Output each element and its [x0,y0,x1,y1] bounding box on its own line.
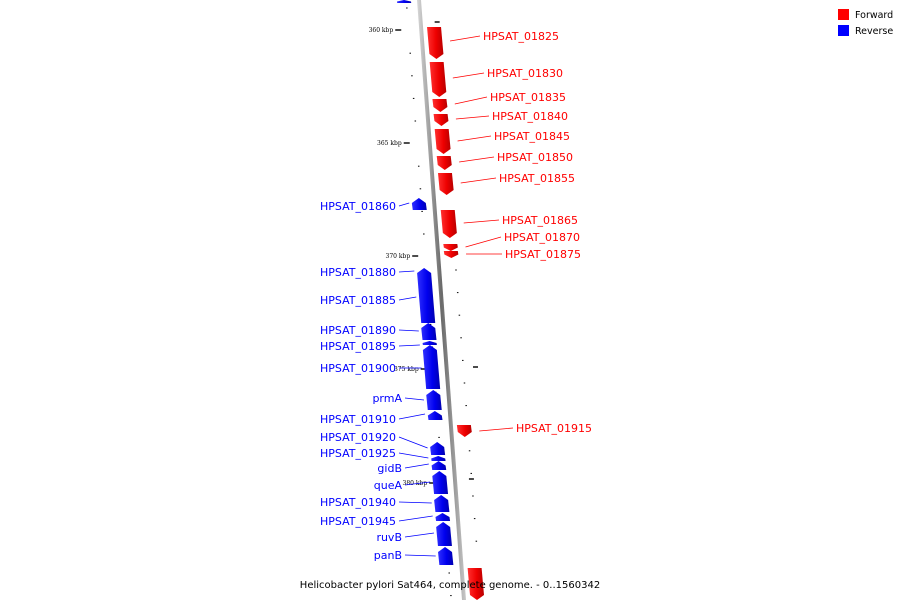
reverse-gene-leader [404,463,429,469]
reverse-gene-label[interactable]: HPSAT_01925 [320,447,396,460]
reverse-gene-label[interactable]: gidB [377,462,402,475]
scale-tick-label: 375 kbp [394,366,419,373]
reverse-gene-label[interactable]: HPSAT_01885 [320,294,396,307]
scale-tick-label: 370 kbp [386,253,411,260]
reverse-gene-label[interactable]: HPSAT_01890 [320,324,396,337]
reverse-gene-leader [398,452,429,459]
reverse-gene-arrow[interactable] [432,471,449,494]
gene-labels: HPSAT_01825 HPSAT_01830 HPSAT_01835 HPSAT_0… [320,30,592,562]
reverse-gene-leader [398,436,428,449]
map-caption: Helicobacter pylori Sat464, complete gen… [300,580,600,591]
reverse-gene-arrow[interactable] [434,495,450,512]
forward-gene-label[interactable]: HPSAT_01825 [483,30,559,43]
reverse-gene-leader [398,296,417,301]
forward-gene-label[interactable]: HPSAT_01830 [487,67,563,80]
forward-gene-leader [460,177,497,184]
reverse-gene-arrow[interactable] [411,198,427,210]
reverse-gene-arrow[interactable] [427,411,443,420]
reverse-gene-leader [398,413,426,420]
reverse-gene-arrow[interactable] [431,456,446,461]
forward-gene-leader [459,156,495,163]
reverse-gene-arrow[interactable] [422,341,437,345]
reverse-gene-label[interactable]: queA [374,479,403,492]
forward-gene-leader [452,72,485,79]
forward-gene-arrow[interactable] [432,99,448,112]
reverse-gene-arrow[interactable] [431,461,447,470]
reverse-gene-arrow[interactable] [417,268,436,323]
legend-reverse-label: Reverse [855,26,893,37]
forward-gene-arrow[interactable] [443,244,458,251]
reverse-gene-label[interactable]: prmA [372,392,402,405]
reverse-gene-leader [404,532,435,538]
forward-gene-label[interactable]: HPSAT_01915 [516,422,592,435]
forward-gene-label[interactable]: HPSAT_01845 [494,130,570,143]
legend-forward-swatch [838,9,849,20]
label-leaders [398,35,514,557]
reverse-gene-leader [404,554,436,557]
forward-gene-label[interactable]: HPSAT_01850 [497,151,573,164]
forward-gene-arrow[interactable] [436,156,452,170]
reverse-gene-arrow[interactable] [438,547,454,565]
reverse-gene-leader [398,202,410,207]
forward-gene-arrow[interactable] [456,425,472,437]
reverse-gene-arrow[interactable] [397,0,412,3]
forward-gene-label[interactable]: HPSAT_01835 [490,91,566,104]
reverse-gene-label[interactable]: HPSAT_01945 [320,515,396,528]
reverse-gene-arrow[interactable] [430,442,446,455]
forward-gene-leader [463,219,500,224]
scale-tick-label: 365 kbp [377,140,402,147]
reverse-gene-label[interactable]: HPSAT_01860 [320,200,396,213]
forward-gene-arrow[interactable] [443,251,459,258]
reverse-gene-arrow[interactable] [436,522,452,546]
legend: Forward Reverse [838,9,893,37]
reverse-gene-label[interactable]: HPSAT_01900 [320,362,396,375]
forward-gene-arrow[interactable] [427,27,444,59]
reverse-gene-label[interactable]: HPSAT_01895 [320,340,396,353]
forward-gene-arrow[interactable] [434,129,451,154]
reverse-gene-arrow[interactable] [421,323,437,340]
reverse-gene-arrow[interactable] [426,390,442,410]
reverse-gene-label[interactable]: ruvB [376,531,402,544]
reverse-gene-label[interactable]: HPSAT_01920 [320,431,396,444]
forward-gene-arrow[interactable] [429,62,447,97]
forward-gene-label[interactable]: HPSAT_01840 [492,110,568,123]
forward-gene-leader [457,135,492,142]
reverse-gene-leader [398,344,420,347]
reverse-gene-label[interactable]: HPSAT_01910 [320,413,396,426]
forward-gene-leader [465,236,502,248]
reverse-gene-leader [404,481,431,486]
reverse-gene-leader [398,270,415,273]
gene-features [397,0,484,600]
reverse-gene-arrow[interactable] [435,513,451,521]
reverse-gene-label[interactable]: HPSAT_01880 [320,266,396,279]
legend-reverse-swatch [838,25,849,36]
legend-forward-label: Forward [855,10,893,21]
forward-gene-label[interactable]: HPSAT_01855 [499,172,575,185]
forward-gene-leader [479,427,514,432]
forward-gene-leader [455,115,490,120]
reverse-gene-leader [404,397,425,401]
reverse-gene-leader [398,515,433,522]
reverse-gene-leader [398,501,432,504]
reverse-gene-leader [398,329,419,332]
forward-gene-label[interactable]: HPSAT_01865 [502,214,578,227]
forward-gene-arrow[interactable] [433,114,449,126]
reverse-gene-label[interactable]: HPSAT_01940 [320,496,396,509]
scale-tick-label: 360 kbp [369,27,394,34]
forward-gene-arrow[interactable] [437,173,454,195]
forward-gene-label[interactable]: HPSAT_01875 [505,248,581,261]
reverse-gene-arrow[interactable] [422,345,441,389]
forward-gene-leader [450,35,481,42]
forward-gene-leader [454,96,488,105]
forward-gene-arrow[interactable] [440,210,457,238]
forward-gene-arrow[interactable] [467,568,484,600]
genome-backbone [417,0,466,600]
forward-gene-label[interactable]: HPSAT_01870 [504,231,580,244]
reverse-gene-label[interactable]: panB [374,549,402,562]
